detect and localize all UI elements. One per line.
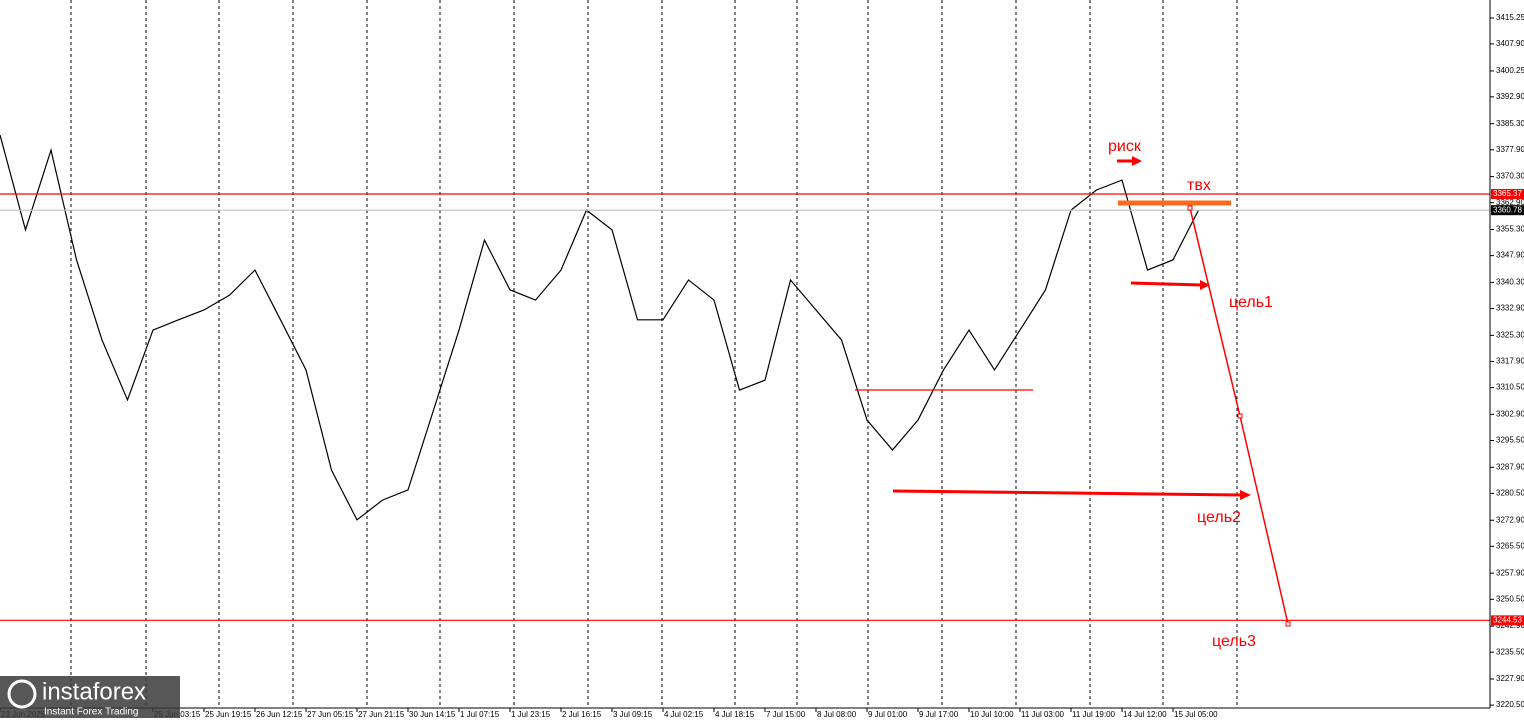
y-tick-label: 3340.30 [1496,278,1524,287]
y-tick-label: 3227.90 [1496,674,1524,683]
y-tick-label: 3295.50 [1496,436,1524,445]
y-tick-label: 3392.90 [1496,92,1524,101]
x-tick-label: 27 Jun 21:15 [358,710,405,719]
x-tick-label: 27 Jun 05:15 [307,710,354,719]
x-tick-label: 30 Jun 14:15 [409,710,456,719]
y-tick-label: 3242.90 [1496,621,1524,630]
annotations [855,156,1291,627]
y-tick-label: 3407.90 [1496,39,1524,48]
y-tick-label: 3317.90 [1496,357,1524,366]
x-tick-label: 4 Jul 18:15 [715,710,755,719]
x-tick-label: 11 Jul 03:00 [1021,710,1065,719]
arrow-head [1240,490,1251,500]
anchor [1187,205,1193,211]
y-tick-label: 3355.30 [1496,225,1524,234]
y-tick-label: 3332.90 [1496,304,1524,313]
y-tick-label: 3370.30 [1496,172,1524,181]
arrow-head [1200,280,1210,290]
y-tick-label: 3400.25 [1496,66,1524,75]
level-label: 3244.53 [1493,615,1522,624]
annotation: цель3 [1212,633,1256,650]
anchor [1285,621,1291,627]
x-tick-label: 25 Jun 19:15 [205,710,252,719]
price-line [0,134,1200,521]
y-tick-label: 3257.90 [1496,568,1524,577]
y-tick-label: 3347.90 [1496,251,1524,260]
level-label: 3365.37 [1493,189,1522,198]
level-tag [1491,615,1524,626]
x-tick-label: 7 Jul 15:00 [766,710,806,719]
annotation: цель2 [1197,509,1241,526]
x-tick-label: 11 Jul 19:00 [1072,710,1116,719]
x-tick-label: 4 Jul 02:15 [664,710,704,719]
period-separators [70,0,1238,708]
y-tick-label: 3310.50 [1496,383,1524,392]
y-tick-label: 3415.25 [1496,13,1524,22]
x-tick-label: 2 Jul 16:15 [562,710,602,719]
brand: instaforex [42,678,146,705]
x-tick-label: 9 Jul 01:00 [868,710,908,719]
y-tick-label: 3385.30 [1496,119,1524,128]
y-tick-label: 3302.90 [1496,410,1524,419]
x-tick-label: 1 Jul 23:15 [511,710,551,719]
arrow [892,489,1243,497]
x-tick-label: 8 Jul 08:00 [817,710,857,719]
y-tick-label: 3287.90 [1496,462,1524,471]
x-tick-label: 14 Jul 12:00 [1123,710,1167,719]
y-tick-label: 3250.50 [1496,594,1524,603]
plot [0,134,1490,621]
level-tag [1491,188,1524,199]
x-tick-label: 1 Jul 07:15 [460,710,500,719]
level-label: 3360.78 [1493,205,1522,214]
arrow-head [1132,156,1142,166]
watermark: instaforex Instant Forex Trading [0,676,180,718]
y-tick-label: 3377.90 [1496,145,1524,154]
x-tick-label: 3 Jul 09:15 [613,710,653,719]
annotation: риск [1108,138,1142,155]
x-tick-label: 15 Jul 05:00 [1174,710,1218,719]
arrow [1130,281,1203,287]
y-tick-label: 3272.90 [1496,515,1524,524]
y-tick-label: 3280.50 [1496,489,1524,498]
y-tick-label: 3235.50 [1496,647,1524,656]
annotation: твх [1187,177,1211,194]
level-tag [1491,205,1524,216]
tagline: Instant Forex Trading [44,707,139,718]
x-tick-label: 10 Jul 10:00 [970,710,1014,719]
y-tick-label: 3265.50 [1496,541,1524,550]
x-tick-label: 9 Jul 17:00 [919,710,959,719]
annotation: цель1 [1229,294,1273,311]
y-tick-label: 3220.50 [1496,700,1524,709]
logo-icon [7,679,37,709]
x-tick-label: 26 Jun 12:15 [256,710,303,719]
y-tick-label: 3325.30 [1496,330,1524,339]
anchor [1237,413,1243,419]
y-tick-label: 3362.90 [1496,198,1524,207]
